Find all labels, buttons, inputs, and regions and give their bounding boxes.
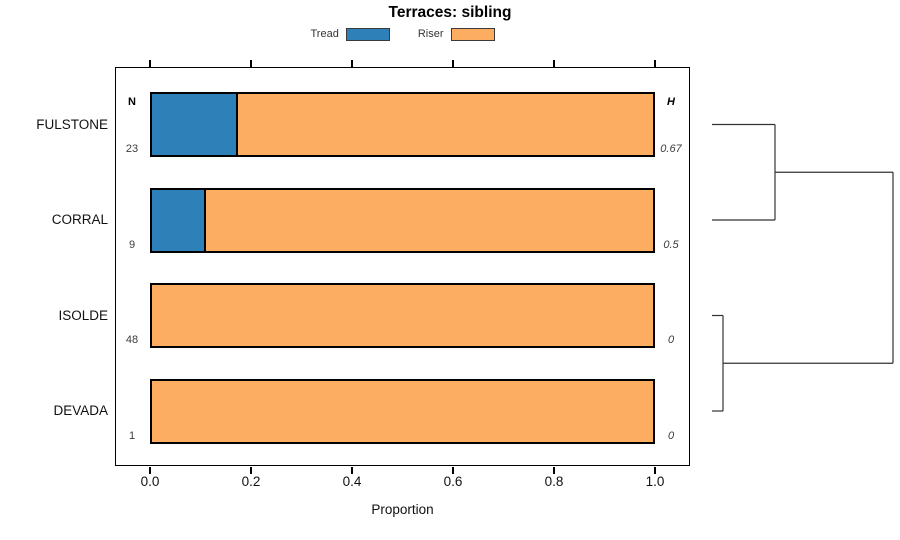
top-tick	[250, 60, 252, 67]
legend-entry-riser: Riser	[417, 27, 495, 41]
h-value: 0	[667, 429, 675, 442]
top-tick	[149, 60, 151, 67]
bottom-tick	[149, 467, 151, 474]
x-tick-label: 0.4	[342, 474, 362, 489]
category-label: FULSTONE	[36, 116, 108, 132]
x-tick-label: 0.6	[443, 474, 463, 489]
n-value: 9	[128, 238, 136, 251]
stacked-bar	[150, 378, 655, 444]
bottom-tick	[452, 467, 454, 474]
h-value: 0.5	[663, 238, 679, 251]
x-tick-label: 1.0	[645, 474, 665, 489]
h-value: 0	[667, 334, 675, 346]
top-tick	[654, 60, 656, 67]
bottom-tick	[654, 467, 656, 474]
legend-label-tread: Tread	[310, 28, 339, 40]
stacked-bar	[150, 92, 655, 157]
stacked-bar	[150, 187, 655, 253]
bottom-tick	[351, 467, 353, 474]
legend-swatch-tread	[345, 27, 390, 41]
n-column-header: N	[128, 96, 136, 108]
n-value: 48	[125, 334, 139, 346]
category-label: DEVADA	[53, 403, 108, 418]
chart-title: Terraces: sibling	[388, 4, 512, 21]
x-tick-label: 0.0	[140, 474, 160, 489]
legend-swatch-riser	[450, 27, 495, 41]
h-value: 0.67	[660, 143, 682, 155]
tread-segment	[152, 94, 238, 155]
n-value: 23	[125, 143, 139, 155]
top-tick	[351, 60, 353, 67]
x-tick-label: 0.2	[241, 474, 261, 489]
bottom-tick	[553, 467, 555, 474]
top-tick	[553, 60, 555, 67]
bottom-tick	[250, 467, 252, 474]
category-label: ISOLDE	[58, 307, 108, 323]
stacked-bar	[150, 283, 655, 348]
x-tick-label: 0.8	[544, 474, 564, 489]
tread-segment	[152, 189, 206, 251]
top-tick	[452, 60, 454, 67]
x-axis-label: Proportion	[371, 502, 434, 517]
category-label: CORRAL	[51, 212, 108, 227]
n-value: 1	[128, 429, 136, 442]
legend-label-riser: Riser	[417, 28, 444, 40]
h-column-header: H	[667, 96, 675, 108]
plot-area-border	[115, 67, 690, 466]
legend: Tread Riser	[115, 26, 690, 42]
legend-entry-tread: Tread	[310, 27, 390, 41]
